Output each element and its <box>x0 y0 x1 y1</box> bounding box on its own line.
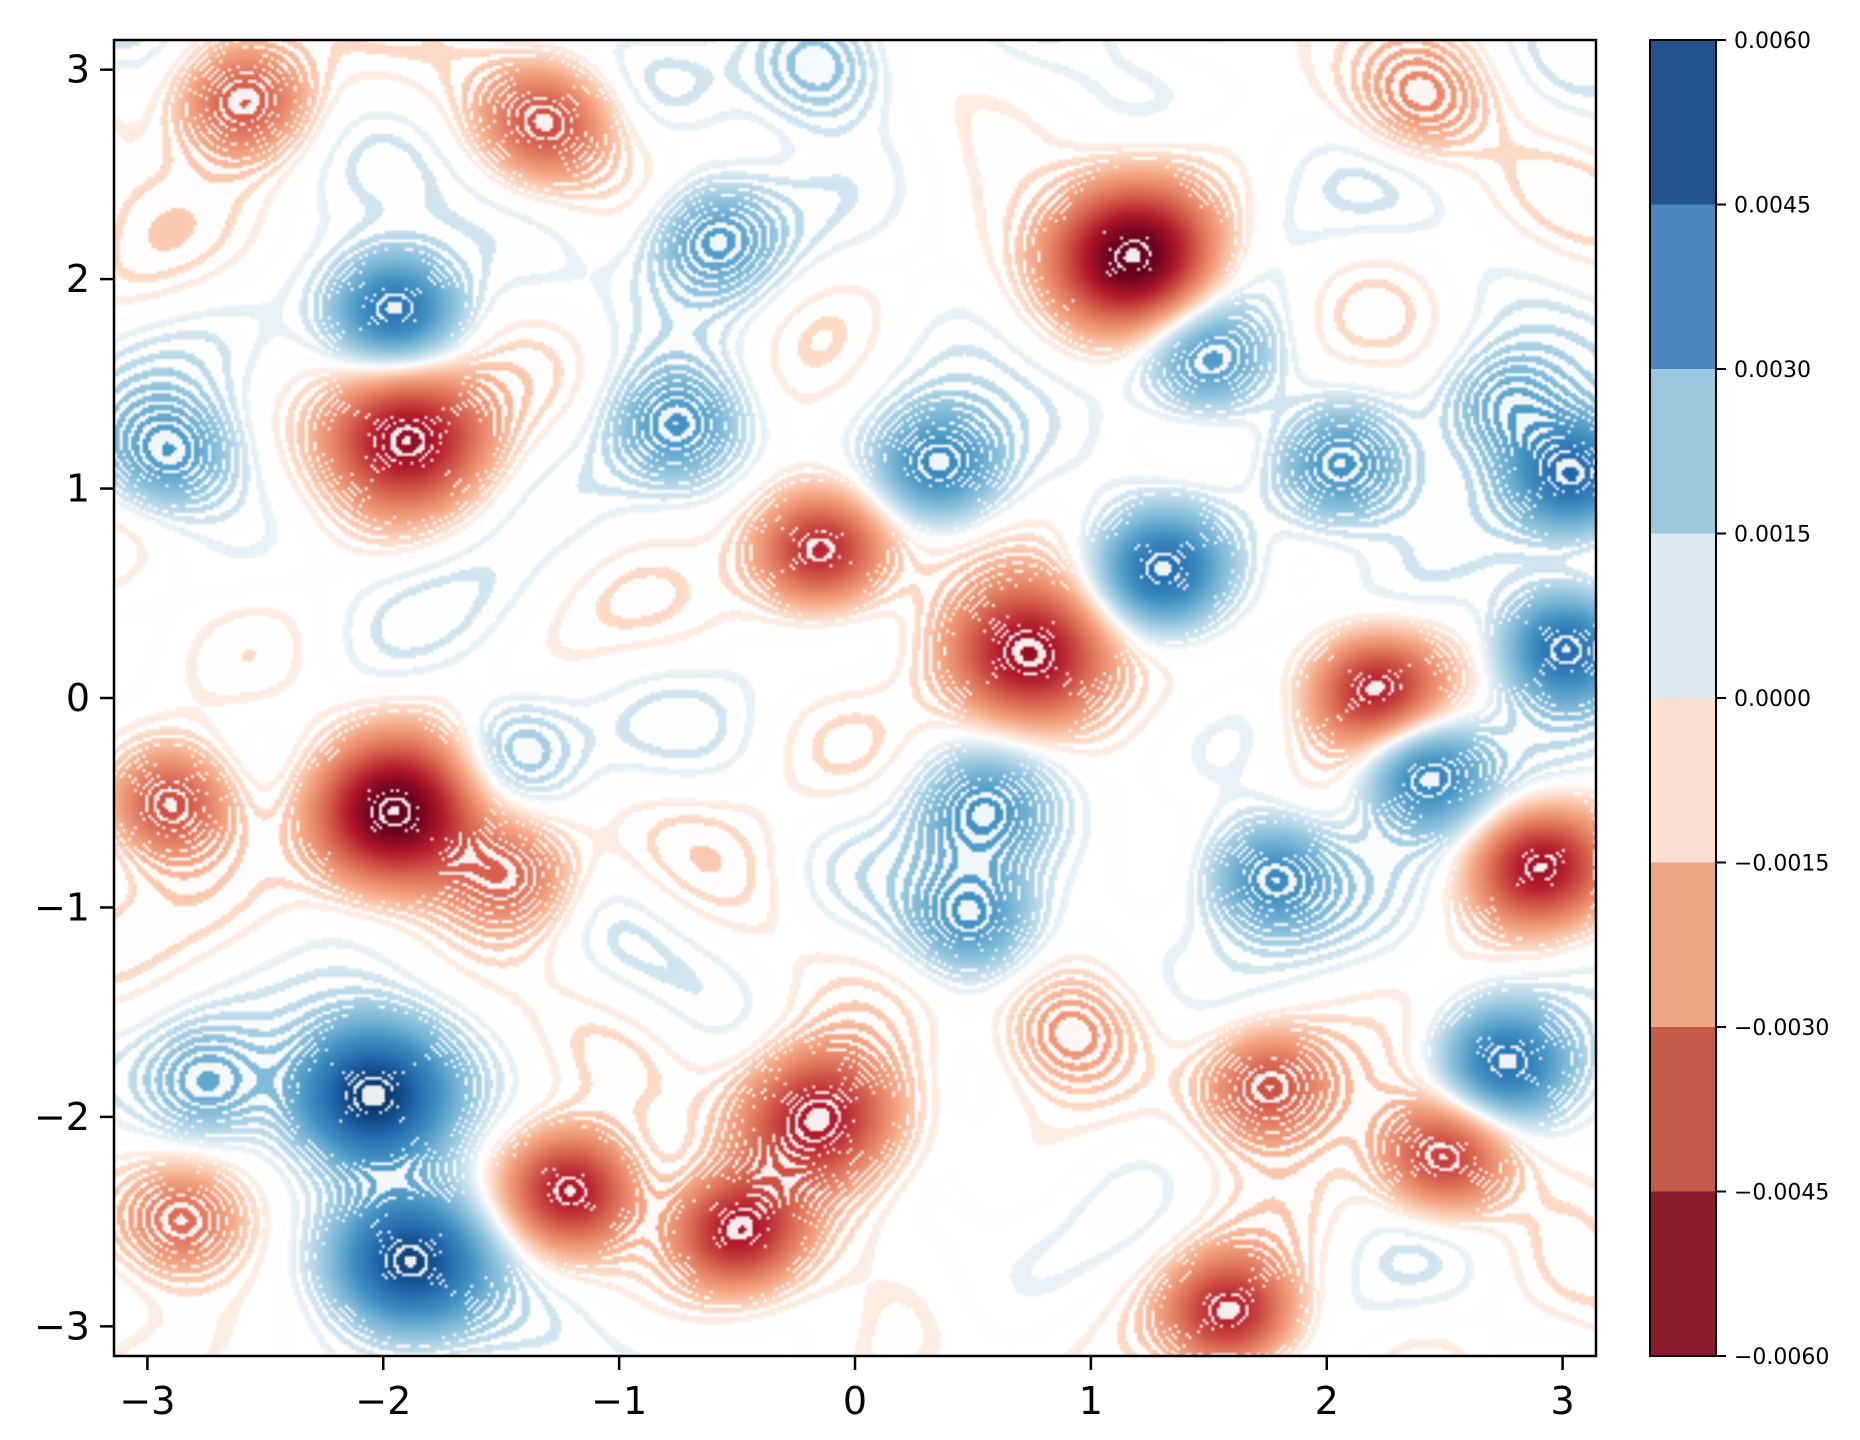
colorbar-bands <box>1650 40 1716 1356</box>
x-tick-label: −3 <box>119 1379 175 1423</box>
y-tick-label: 2 <box>66 257 90 301</box>
colorbar-band <box>1650 1027 1716 1192</box>
x-tick-label: −1 <box>591 1379 647 1423</box>
colorbar-band <box>1650 533 1716 698</box>
plot-area <box>112 38 1598 1358</box>
colorbar-tick-label: 0.0045 <box>1734 194 1811 219</box>
y-tick-label: −2 <box>34 1095 90 1139</box>
y-axis: −3 −2 −1 0 1 2 3 <box>34 48 114 1348</box>
colorbar-tick-label: −0.0045 <box>1734 1181 1829 1206</box>
y-tick-label: −3 <box>34 1304 90 1348</box>
colorbar-tick-label: 0.0030 <box>1734 358 1811 383</box>
colorbar-band <box>1650 204 1716 369</box>
y-tick-label: 1 <box>66 467 90 511</box>
colorbar-tick-label: −0.0060 <box>1734 1345 1829 1370</box>
x-tick-label: 0 <box>843 1379 867 1423</box>
y-tick-label: 0 <box>66 676 90 720</box>
colorbar-band <box>1650 1191 1716 1356</box>
colorbar-band <box>1650 862 1716 1027</box>
colorbar-tick-label: 0.0060 <box>1734 29 1811 54</box>
x-axis: −3 −2 −1 0 1 2 3 <box>119 1356 1575 1423</box>
colorbar-tick-label: −0.0030 <box>1734 1016 1829 1041</box>
x-tick-label: −2 <box>355 1379 411 1423</box>
colorbar-band <box>1650 698 1716 863</box>
colorbar: −0.0060 −0.0045 −0.0030 −0.0015 0.0000 0.0015… <box>1649 29 1829 1370</box>
colorbar-ticks: −0.0060 −0.0045 −0.0030 −0.0015 0.0000 0.0015… <box>1716 29 1829 1370</box>
x-tick-label: 1 <box>1079 1379 1103 1423</box>
colorbar-tick-label: −0.0015 <box>1734 852 1829 877</box>
contour-field <box>114 40 1596 1356</box>
colorbar-tick-label: 0.0015 <box>1734 523 1811 548</box>
colorbar-band <box>1650 40 1716 205</box>
x-tick-label: 3 <box>1551 1379 1575 1423</box>
colorbar-band <box>1650 369 1716 534</box>
colorbar-tick-label: 0.0000 <box>1734 687 1811 712</box>
y-tick-label: −1 <box>34 885 90 929</box>
y-tick-label: 3 <box>66 48 90 92</box>
x-tick-label: 2 <box>1315 1379 1339 1423</box>
